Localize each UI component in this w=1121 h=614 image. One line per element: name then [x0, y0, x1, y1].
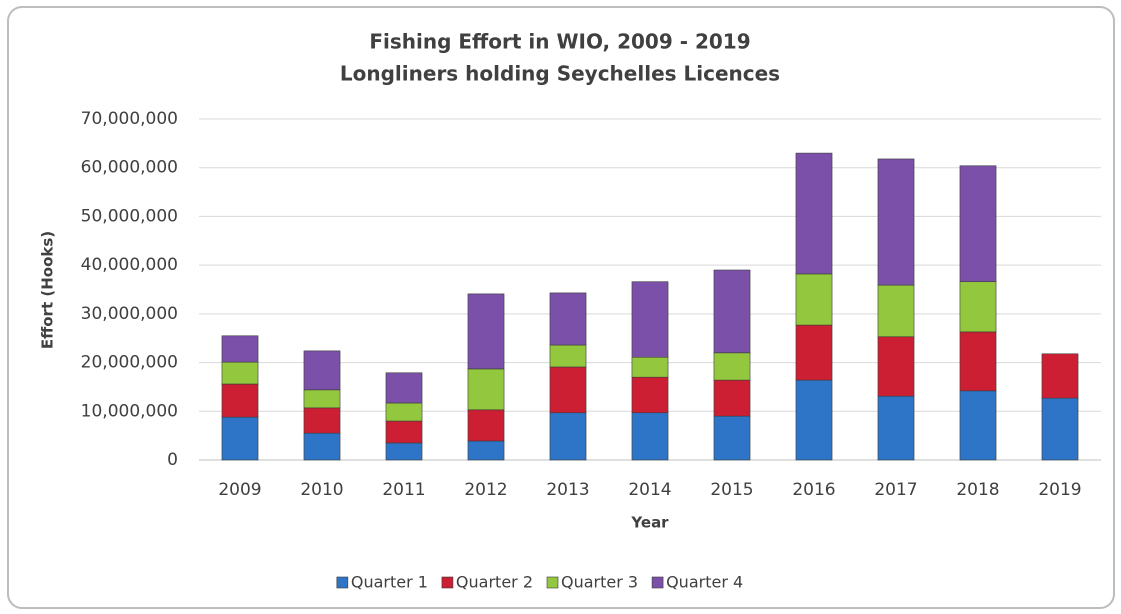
bar-segment — [795, 324, 833, 381]
x-tick-label: 2011 — [382, 480, 425, 500]
bar-segment — [303, 389, 341, 409]
bar-segment — [877, 395, 915, 461]
chart-subtitle: Longliners holding Seychelles Licences — [340, 62, 780, 86]
y-tick-label: 30,000,000 — [81, 304, 178, 324]
x-tick-label: 2016 — [792, 480, 835, 500]
bar-segment — [631, 281, 669, 358]
bar-segment — [467, 368, 505, 411]
y-tick-label: 40,000,000 — [81, 255, 178, 275]
bar-segment — [385, 442, 423, 461]
bar-segment — [385, 372, 423, 404]
y-tick-label: 10,000,000 — [81, 401, 178, 421]
legend-swatch — [441, 576, 454, 589]
y-axis-title: Effort (Hooks) — [39, 231, 57, 349]
bar-segment — [1041, 397, 1079, 461]
x-tick-label: 2015 — [710, 480, 753, 500]
bar-segment — [959, 165, 997, 283]
bar-segment — [1041, 353, 1079, 399]
legend-swatch — [336, 576, 349, 589]
legend-label: Quarter 2 — [456, 573, 533, 592]
y-tick-label: 20,000,000 — [81, 353, 178, 373]
x-tick-label: 2018 — [956, 480, 999, 500]
bar-segment — [467, 440, 505, 461]
x-tick-label: 2017 — [874, 480, 917, 500]
bar-segment — [959, 390, 997, 461]
bar-segment — [631, 412, 669, 461]
legend-swatch — [651, 576, 664, 589]
bar-segment — [631, 376, 669, 414]
bar-segment — [713, 379, 751, 417]
bar-segment — [795, 152, 833, 275]
bar-segment — [959, 281, 997, 333]
bar-segment — [631, 356, 669, 378]
bar-segment — [221, 361, 259, 385]
y-tick-label: 0 — [167, 450, 178, 470]
bar-segment — [221, 335, 259, 363]
x-axis-title: Year — [630, 514, 669, 532]
bar-segment — [795, 273, 833, 326]
bar-segment — [303, 350, 341, 391]
bar-segment — [549, 292, 587, 346]
bar-segment — [549, 344, 587, 368]
bar-segment — [877, 284, 915, 338]
bar-segment — [303, 407, 341, 434]
x-tick-label: 2009 — [218, 480, 261, 500]
bar-segment — [713, 415, 751, 461]
bar-segment — [795, 379, 833, 461]
y-tick-label: 60,000,000 — [81, 158, 178, 178]
bar-segment — [467, 293, 505, 370]
bar-segment — [221, 383, 259, 418]
legend-swatch — [546, 576, 559, 589]
legend-label: Quarter 3 — [561, 573, 638, 592]
bar-segment — [467, 409, 505, 442]
legend-label: Quarter 1 — [351, 573, 428, 592]
bar-segment — [877, 158, 915, 286]
bar-segment — [303, 432, 341, 461]
bar-segment — [959, 331, 997, 392]
x-tick-label: 2012 — [464, 480, 507, 500]
chart-title: Fishing Effort in WIO, 2009 - 2019 — [369, 30, 750, 54]
bar-segment — [713, 352, 751, 381]
x-tick-label: 2010 — [300, 480, 343, 500]
legend-label: Quarter 4 — [666, 573, 743, 592]
x-tick-label: 2013 — [546, 480, 589, 500]
bar-segment — [549, 366, 587, 414]
bar-segment — [877, 336, 915, 397]
bar-segment — [713, 269, 751, 354]
bar-segment — [549, 412, 587, 461]
y-tick-label: 50,000,000 — [81, 206, 178, 226]
x-tick-label: 2014 — [628, 480, 671, 500]
bar-segment — [385, 402, 423, 422]
bar-segment — [221, 416, 259, 461]
x-tick-label: 2019 — [1038, 480, 1081, 500]
y-tick-label: 70,000,000 — [81, 109, 178, 129]
bar-segment — [385, 420, 423, 444]
